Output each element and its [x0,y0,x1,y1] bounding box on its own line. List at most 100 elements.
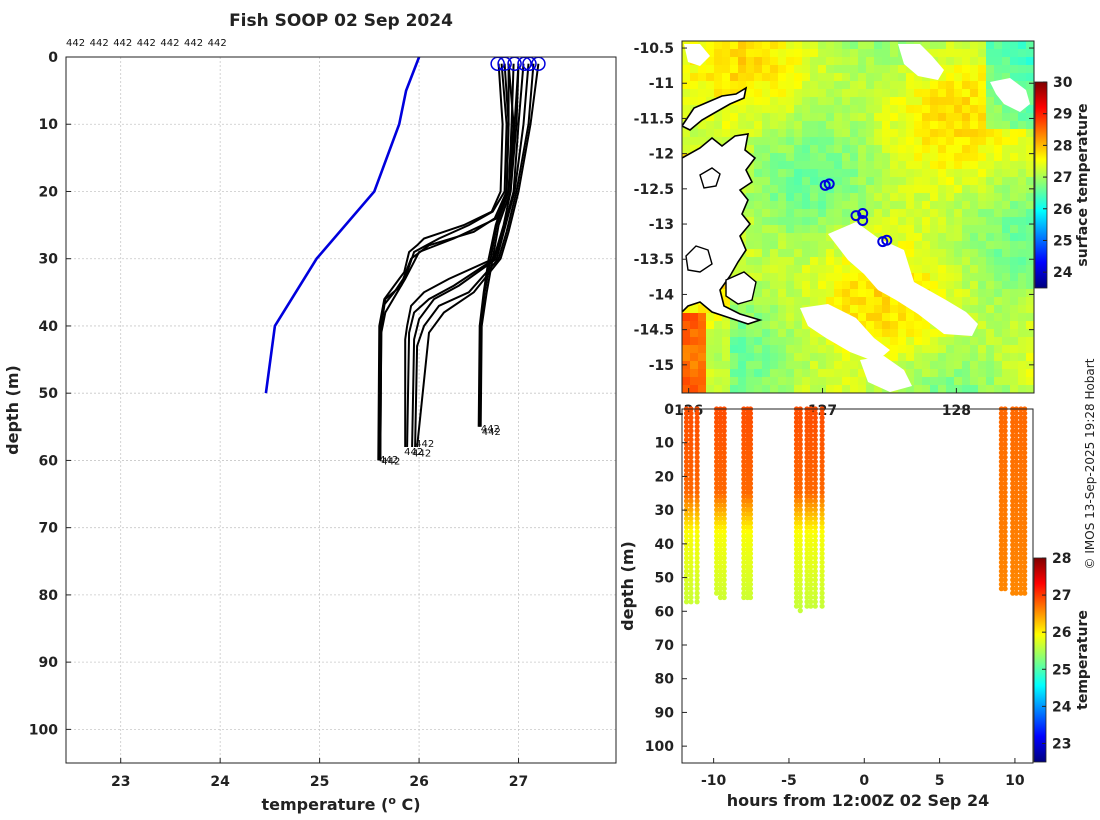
sst-cell [722,377,730,385]
sst-cell [802,41,810,49]
sst-cell [690,385,698,393]
sst-cell [682,385,690,393]
cast-point [1010,529,1016,535]
cast-point [1010,511,1016,517]
sst-cell [874,305,882,313]
sst-cell [762,345,770,353]
sst-cell [698,345,706,353]
sst-cell [914,185,922,193]
sst-cell [1002,249,1010,257]
sst-cell [986,297,994,305]
sst-cell [818,217,826,225]
cast-point [804,564,810,570]
cast-point [1018,533,1024,539]
sst-cell [1010,233,1018,241]
sst-cell [714,361,722,369]
sst-cell [826,353,834,361]
sst-cell [930,97,938,105]
cast-point [683,415,690,421]
cast-point [998,577,1005,583]
cast-point [808,551,814,557]
cast-point [714,529,720,535]
cast-point [797,437,803,443]
cast-point [797,410,803,416]
cast-point [819,572,825,579]
cast-point [793,467,800,473]
sst-cell [682,353,690,361]
sst-cell [914,377,922,385]
sst-cell [778,81,786,89]
sst-cell [754,369,762,377]
sst-cell [1026,217,1034,225]
sst-cell [898,97,906,105]
cast-point [741,551,747,557]
cast-point [1022,586,1028,592]
sst-cell [978,233,986,241]
cast-point [688,520,694,526]
cast-point [793,419,800,425]
sst-cell [706,49,714,57]
sst-cell [906,209,914,217]
cast-point [1018,419,1024,425]
cast-point [819,410,825,416]
sst-cell [914,145,922,153]
sst-cell [946,185,954,193]
cast-point [714,590,720,596]
sst-cell [834,185,842,193]
sst-cell [714,121,722,129]
cast-point [812,485,818,491]
sst-cell [818,113,826,121]
sst-cell [930,217,938,225]
sst-cell [842,201,850,209]
cast-point [797,516,803,522]
cast-point [1013,568,1020,574]
cast-point [797,599,803,605]
sst-cell [954,385,962,393]
cast-point [1022,568,1028,574]
cast-point [797,529,803,535]
cast-point [694,441,700,447]
sst-cell [1026,385,1034,393]
sst-cell [1026,65,1034,73]
sst-cell [794,321,802,329]
sst-cell [866,65,874,73]
cast-point [1002,441,1008,447]
sst-cell [962,265,970,273]
sst-cell [946,113,954,121]
cast-point [797,467,803,473]
cast-point [819,441,825,447]
cast-point [812,568,818,574]
cast-point [1022,437,1028,443]
sst-cell [922,233,930,241]
cast-point [717,559,724,566]
cast-point [998,516,1005,522]
cast-point [812,524,818,530]
cast-point [804,586,810,592]
cast-point [741,476,747,482]
cast-point [819,586,825,592]
cast-point [1002,559,1008,566]
sst-cell [946,49,954,57]
cast-point [812,445,818,451]
sst-cell [682,89,690,97]
sst-cell [762,185,770,193]
sst-cell [778,201,786,209]
cast-point [717,485,724,491]
cast-point [717,524,724,530]
sst-cell [762,361,770,369]
sst-cell [842,89,850,97]
cast-point [747,572,754,579]
sst-cell [1010,313,1018,321]
sst-cell [890,241,898,249]
sst-cell [706,81,714,89]
cast-point [1002,581,1008,587]
cast-point [808,498,814,504]
cast-point [721,516,727,522]
y-tick-label: 80 [39,588,59,604]
cast-point [741,568,747,574]
cast-point [694,516,700,522]
cast-point [741,516,747,522]
sst-cell [866,177,874,185]
cast-point [793,555,800,561]
sst-cell [722,129,730,137]
